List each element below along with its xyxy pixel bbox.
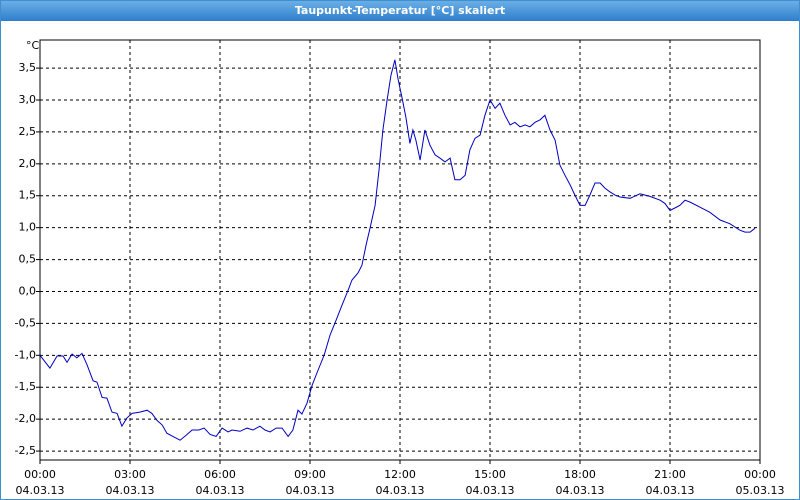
y-tick-label: 2,0 <box>19 157 37 170</box>
y-tick-label: 0,5 <box>19 253 37 266</box>
x-tick-date: 04.03.13 <box>556 484 605 497</box>
y-tick-label: -1,0 <box>15 348 36 361</box>
x-tick-label: 00:00 <box>744 468 776 481</box>
y-tick-label: -2,5 <box>15 444 36 457</box>
data-line <box>39 59 756 441</box>
y-tick-label: -0,5 <box>15 316 36 329</box>
y-tick-label: -2,0 <box>15 412 36 425</box>
x-tick-label: 18:00 <box>564 468 596 481</box>
y-tick-label: 3,5 <box>19 61 37 74</box>
title-bar: Taupunkt-Temperatur [°C] skaliert <box>1 1 799 21</box>
x-tick-label: 06:00 <box>204 468 236 481</box>
x-tick-label: 15:00 <box>474 468 506 481</box>
x-tick-label: 03:00 <box>114 468 146 481</box>
x-tick-label: 00:00 <box>24 468 56 481</box>
x-tick-date: 04.03.13 <box>196 484 245 497</box>
y-tick-label: 3,0 <box>19 93 37 106</box>
x-tick-label: 09:00 <box>294 468 326 481</box>
x-tick-date: 05.03.13 <box>736 484 785 497</box>
y-unit: °C <box>26 39 40 52</box>
x-tick-date: 04.03.13 <box>376 484 425 497</box>
x-tick-date: 04.03.13 <box>466 484 515 497</box>
x-tick-date: 04.03.13 <box>646 484 695 497</box>
y-tick-label: -1,5 <box>15 380 36 393</box>
x-tick-label: 12:00 <box>384 468 416 481</box>
y-tick-label: 2,5 <box>19 125 37 138</box>
x-tick-label: 21:00 <box>654 468 686 481</box>
y-tick-label: 1,0 <box>19 221 37 234</box>
y-tick-label: 0,0 <box>19 284 37 297</box>
x-tick-date: 04.03.13 <box>286 484 335 497</box>
x-tick-date: 04.03.13 <box>16 484 65 497</box>
x-tick-date: 04.03.13 <box>106 484 155 497</box>
y-tick-label: 1,5 <box>19 189 37 202</box>
